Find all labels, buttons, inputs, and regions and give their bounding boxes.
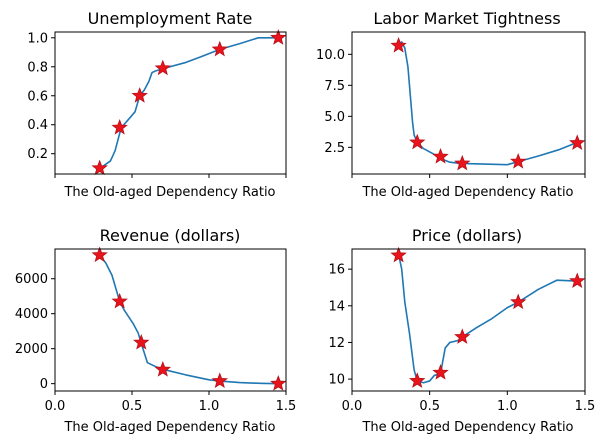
star-marker (510, 293, 527, 310)
subplot-revenue: Revenue (dollars) 0.0 0.5 1.0 1.5 0 2000 4000 6… (15, 226, 296, 435)
axes-frame (351, 31, 586, 175)
x-tick-label: 1.0 (497, 399, 518, 414)
star-marker (154, 59, 171, 76)
y-tick-label: 0 (40, 377, 48, 392)
y-tick-label: 4000 (15, 307, 48, 322)
y-tick-label: 14 (328, 299, 345, 314)
y-tick-label: 7.5 (324, 79, 345, 94)
star-marker (432, 148, 449, 164)
star-marker (133, 333, 150, 350)
star-marker (111, 119, 128, 135)
subplot-labor-market-tightness: Labor Market Tightness 2.5 5.0 7.5 10.0 The… (316, 9, 586, 200)
x-tick-label: 0.0 (342, 399, 363, 414)
x-tick-label: 0.5 (122, 399, 143, 414)
y-tick-label: 1.0 (27, 31, 48, 46)
subplot-title: Unemployment Rate (88, 9, 253, 28)
star-marker (91, 159, 108, 176)
series-line (99, 36, 279, 169)
series-line (99, 254, 279, 385)
series-line (397, 41, 578, 166)
y-tick-label: 2.5 (324, 141, 345, 156)
y-tick-label: 10.0 (316, 48, 345, 63)
star-marker (569, 134, 586, 150)
y-tick-label: 0.2 (27, 147, 48, 162)
y-tick-label: 16 (328, 263, 345, 278)
y-tick-label: 0.8 (27, 60, 48, 75)
star-marker (211, 372, 228, 389)
x-axis-label: The Old-aged Dependency Ratio (361, 420, 573, 435)
subplot-unemployment-rate: Unemployment Rate 0.2 0.4 0.6 0.8 1.0 The Ol… (27, 9, 287, 200)
subplot-title: Revenue (dollars) (100, 226, 241, 245)
star-marker (91, 246, 108, 263)
x-tick-label: 1.0 (199, 399, 220, 414)
star-marker (409, 372, 426, 388)
subplot-price: Price (dollars) 0.0 0.5 1.0 1.5 10 12 14 16 The… (328, 226, 595, 435)
x-tick-label: 1.5 (575, 399, 596, 414)
star-marker (390, 246, 407, 263)
star-marker (211, 40, 228, 57)
y-tick-label: 10 (328, 373, 345, 388)
x-axis-label: The Old-aged Dependency Ratio (361, 185, 573, 200)
star-marker (131, 87, 148, 103)
x-tick-label: 0.5 (419, 399, 440, 414)
x-axis-label: The Old-aged Dependency Ratio (63, 420, 275, 435)
star-marker (111, 292, 128, 309)
series-line (397, 254, 578, 384)
star-marker (454, 154, 471, 171)
subplot-title: Labor Market Tightness (373, 9, 560, 28)
star-marker (270, 375, 287, 391)
y-tick-label: 6000 (15, 272, 48, 287)
y-tick-label: 2000 (15, 342, 48, 357)
axes-frame (54, 31, 287, 175)
x-tick-label: 0.0 (45, 399, 66, 414)
star-marker (409, 133, 426, 150)
axes-frame (54, 248, 287, 392)
star-marker (432, 364, 449, 380)
y-tick-label: 5.0 (324, 110, 345, 125)
star-marker (270, 29, 287, 45)
axes-frame (351, 248, 586, 392)
y-tick-label: 0.4 (27, 118, 48, 133)
star-marker (390, 37, 407, 53)
star-marker (569, 272, 586, 289)
y-tick-label: 0.6 (27, 89, 48, 104)
subplot-title: Price (dollars) (412, 226, 522, 245)
x-tick-label: 1.5 (276, 399, 297, 414)
star-marker (510, 152, 527, 169)
y-tick-label: 12 (328, 336, 345, 351)
star-marker (454, 328, 471, 344)
star-marker (154, 361, 171, 377)
x-axis-label: The Old-aged Dependency Ratio (63, 185, 275, 200)
